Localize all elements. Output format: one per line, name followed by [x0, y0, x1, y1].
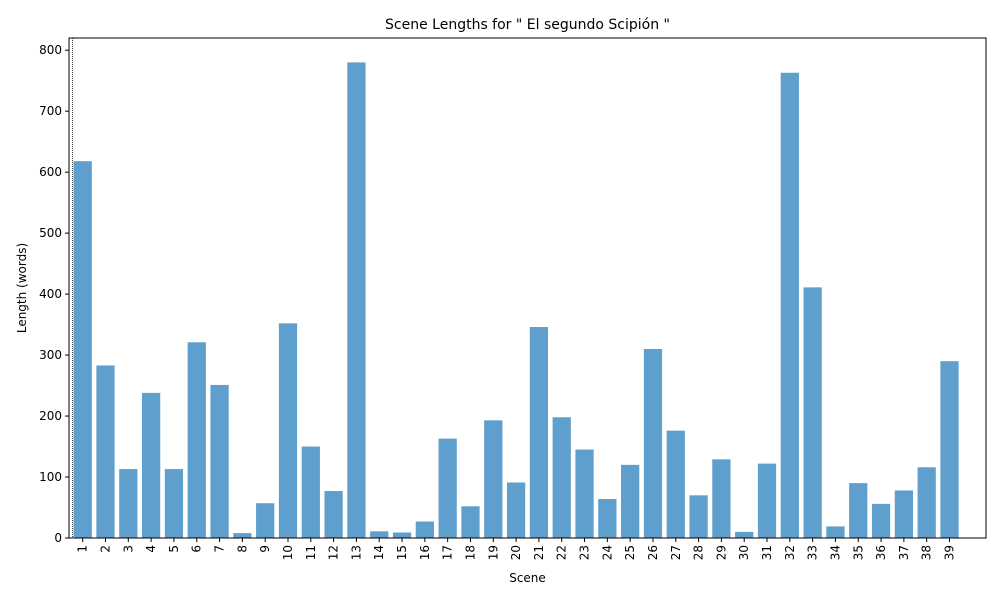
x-tick-label: 27 — [669, 545, 683, 560]
x-tick-label: 2 — [98, 545, 112, 553]
bar-scene-36 — [871, 503, 891, 538]
bar-scene-4 — [141, 392, 161, 538]
bar-scene-30 — [735, 531, 754, 538]
x-tick-label: 23 — [578, 545, 592, 560]
x-tick-label: 39 — [943, 545, 957, 560]
y-axis-ticks: 0 100 200 300 400 500 600 700 800 — [39, 43, 69, 545]
x-tick-label: 19 — [486, 545, 500, 560]
bar-scene-35 — [849, 483, 868, 538]
x-axis-label: Scene — [509, 571, 546, 585]
bar-scene-14 — [370, 531, 389, 538]
bar-scene-17 — [438, 438, 457, 538]
x-tick-label: 6 — [190, 545, 204, 553]
x-tick-label: 11 — [304, 545, 318, 560]
x-tick-label: 21 — [532, 545, 546, 560]
y-tick-label: 300 — [39, 348, 62, 362]
x-tick-label: 34 — [828, 545, 842, 560]
x-tick-label: 30 — [737, 545, 751, 560]
bar-scene-28 — [689, 495, 708, 538]
y-tick-label: 400 — [39, 287, 62, 301]
bar-scene-26 — [643, 348, 663, 538]
bar-scene-22 — [552, 417, 571, 538]
x-tick-label: 28 — [692, 545, 706, 560]
bar-scene-11 — [301, 446, 320, 538]
x-tick-label: 17 — [441, 545, 455, 560]
bar-scene-1 — [73, 161, 92, 539]
y-tick-label: 0 — [54, 531, 62, 545]
plot-frame — [68, 37, 987, 539]
bar-scene-15 — [392, 532, 412, 538]
y-axis-label: Length (words) — [15, 243, 29, 333]
bar-scene-25 — [621, 464, 640, 538]
x-tick-label: 26 — [646, 545, 660, 560]
bar-scene-21 — [529, 327, 549, 538]
x-tick-label: 8 — [235, 545, 249, 553]
x-tick-label: 16 — [418, 545, 432, 560]
x-tick-label: 38 — [920, 545, 934, 560]
bar-scene-16 — [415, 521, 434, 538]
x-tick-label: 24 — [600, 545, 614, 560]
bar-scene-31 — [757, 463, 777, 538]
x-tick-label: 20 — [509, 545, 523, 560]
bar-scene-29 — [712, 459, 731, 538]
bar-scene-37 — [894, 490, 914, 538]
bar-scene-27 — [666, 430, 685, 538]
x-tick-label: 35 — [851, 545, 865, 560]
bar-scene-7 — [210, 384, 229, 538]
x-tick-label: 32 — [783, 545, 797, 560]
x-tick-label: 18 — [463, 545, 477, 560]
x-tick-label: 22 — [555, 545, 569, 560]
bar-scene-18 — [461, 506, 480, 538]
bar-scene-9 — [256, 503, 275, 538]
x-tick-label: 1 — [76, 545, 90, 553]
bar-scene-8 — [233, 533, 252, 538]
y-tick-label: 800 — [39, 43, 62, 57]
bar-scene-12 — [324, 491, 343, 538]
x-tick-label: 10 — [281, 545, 295, 560]
bar-scene-39 — [940, 361, 959, 538]
bar-scene-38 — [917, 467, 936, 538]
y-tick-label: 200 — [39, 409, 62, 423]
bar-scene-32 — [780, 72, 799, 538]
x-tick-label: 31 — [760, 545, 774, 560]
bars-group — [73, 62, 959, 539]
x-axis-ticks: 1 2 3 4 5 6 7 8 9 10 11 12 13 14 15 16 17 18 19 20 21 22 23 24 2… — [76, 538, 957, 560]
y-tick-label: 500 — [39, 226, 62, 240]
x-tick-label: 25 — [623, 545, 637, 560]
bar-scene-34 — [826, 526, 845, 538]
bar-scene-23 — [575, 449, 594, 538]
x-tick-label: 3 — [121, 545, 135, 553]
bar-scene-24 — [598, 498, 617, 538]
bar-scene-10 — [278, 323, 298, 538]
x-tick-label: 36 — [874, 545, 888, 560]
y-tick-label: 600 — [39, 165, 62, 179]
x-tick-label: 12 — [327, 545, 341, 560]
x-tick-label: 29 — [714, 545, 728, 560]
x-tick-label: 13 — [349, 545, 363, 560]
x-tick-label: 14 — [372, 545, 386, 560]
x-tick-label: 9 — [258, 545, 272, 553]
x-tick-label: 33 — [806, 545, 820, 560]
x-tick-label: 15 — [395, 545, 409, 560]
x-tick-label: 4 — [144, 545, 158, 553]
bar-scene-2 — [96, 365, 115, 538]
y-tick-label: 100 — [39, 470, 62, 484]
x-tick-label: 5 — [167, 545, 181, 553]
y-tick-label: 700 — [39, 104, 62, 118]
bar-scene-3 — [119, 469, 138, 538]
bar-scene-33 — [803, 287, 822, 538]
bar-scene-20 — [506, 482, 526, 538]
bar-scene-6 — [187, 342, 206, 538]
bar-scene-5 — [164, 469, 184, 538]
chart-title: Scene Lengths for " El segundo Scipión " — [385, 17, 670, 33]
x-tick-label: 37 — [897, 545, 911, 560]
bar-scene-13 — [347, 62, 366, 538]
x-tick-label: 7 — [213, 545, 227, 553]
bar-scene-19 — [484, 420, 503, 538]
